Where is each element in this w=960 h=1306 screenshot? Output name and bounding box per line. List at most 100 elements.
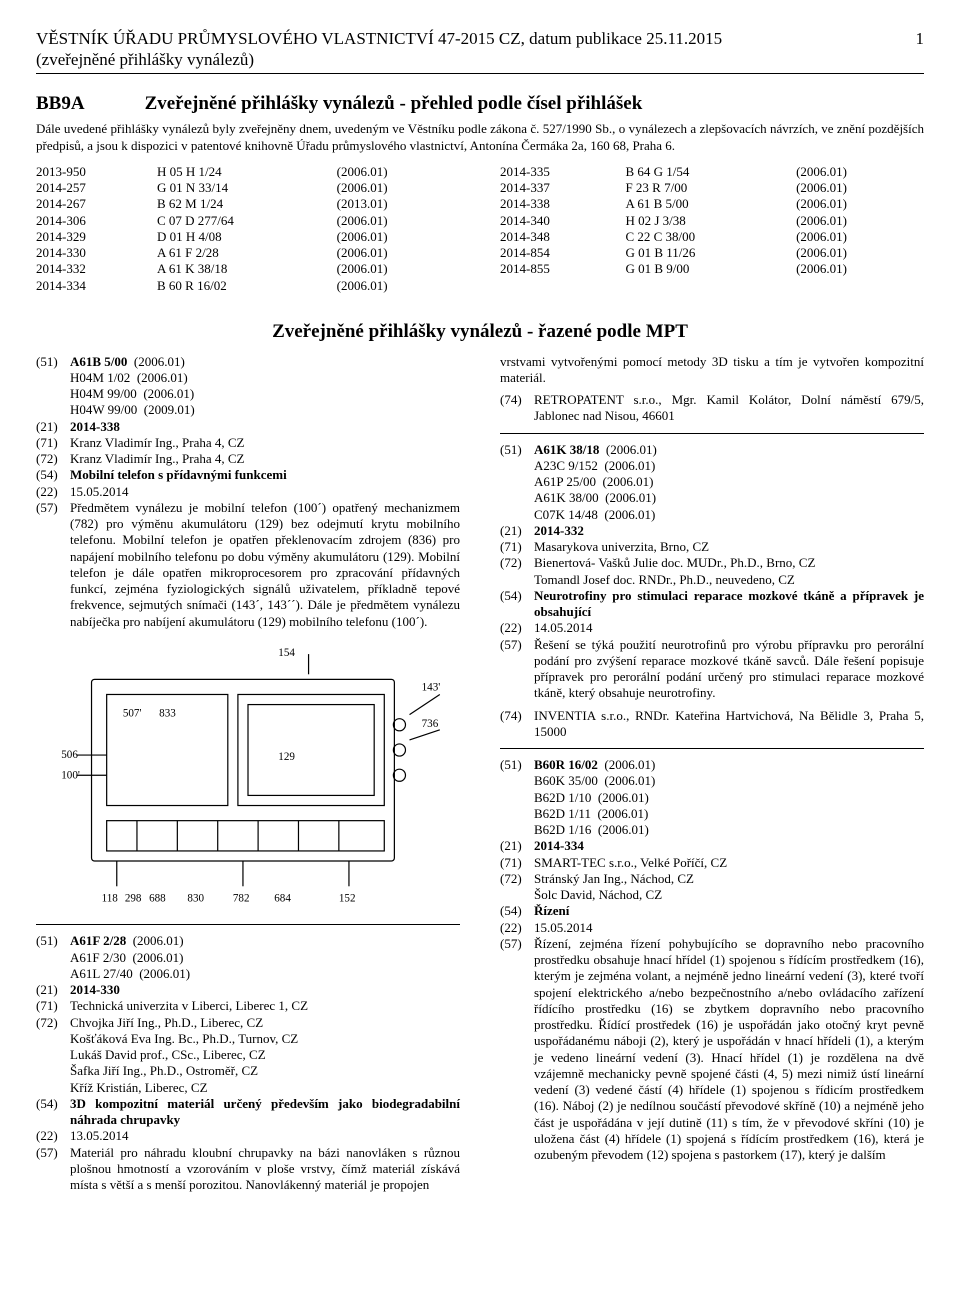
table-row: 2014-329D 01 H 4/08(2006.01) <box>36 229 460 245</box>
tag-51: (51) <box>500 757 534 838</box>
tag-57: (57) <box>500 637 534 702</box>
page-number: 1 <box>916 28 925 49</box>
v74: RETROPATENT s.r.o., Mgr. Kamil Kolátor, … <box>534 392 924 425</box>
svg-text:736: 736 <box>422 718 439 730</box>
code-lists: 2013-950H 05 H 1/24(2006.01)2014-257G 01… <box>36 164 924 294</box>
table-row: 2014-306C 07 D 277/64(2006.01) <box>36 213 460 229</box>
tag-54: (54) <box>500 588 534 621</box>
tag-74: (74) <box>500 392 534 425</box>
tag-72: (72) <box>36 1015 70 1096</box>
svg-text:830: 830 <box>187 892 204 904</box>
tag-54: (54) <box>36 1096 70 1129</box>
v71: Masarykova univerzita, Brno, CZ <box>534 539 924 555</box>
table-row: 2014-854G 01 B 11/26(2006.01) <box>500 245 924 261</box>
tag-71: (71) <box>500 539 534 555</box>
table-row: 2013-950H 05 H 1/24(2006.01) <box>36 164 460 180</box>
svg-text:506: 506 <box>61 749 78 761</box>
tag-72: (72) <box>36 451 70 467</box>
svg-text:782: 782 <box>233 892 250 904</box>
v57: Řešení se týká použití neurotrofinů pro … <box>534 637 924 702</box>
v54: Řízení <box>534 903 924 919</box>
v74: INVENTIA s.r.o., RNDr. Kateřina Hartvich… <box>534 708 924 741</box>
v54: 3D kompozitní materiál určený především … <box>70 1096 460 1129</box>
tag-51: (51) <box>36 933 70 982</box>
tag-22: (22) <box>500 620 534 636</box>
v72: Bienertová- Vašků Julie doc. MUDr., Ph.D… <box>534 555 924 588</box>
v71: Technická univerzita v Liberci, Liberec … <box>70 998 460 1014</box>
v71: Kranz Vladimír Ing., Praha 4, CZ <box>70 435 460 451</box>
table-row: 2014-332A 61 K 38/18(2006.01) <box>36 261 460 277</box>
v21: 2014-334 <box>534 838 924 854</box>
tag-57: (57) <box>36 500 70 630</box>
tag-54: (54) <box>36 467 70 483</box>
table-row: 2014-340H 02 J 3/38(2006.01) <box>500 213 924 229</box>
right-column: vrstvami vytvořenými pomocí metody 3D ti… <box>500 354 924 1194</box>
v21: 2014-330 <box>70 982 460 998</box>
section-title: Zveřejněné přihlášky vynálezů - řazené p… <box>36 320 924 344</box>
bb9a-row: BB9A Zveřejněné přihlášky vynálezů - pře… <box>36 92 924 116</box>
tag-21: (21) <box>36 982 70 998</box>
v72: Kranz Vladimír Ing., Praha 4, CZ <box>70 451 460 467</box>
v54: Mobilní telefon s přídavnými funkcemi <box>70 467 460 483</box>
svg-text:100': 100' <box>61 769 80 781</box>
v54: Neurotrofiny pro stimulaci reparace mozk… <box>534 588 924 621</box>
left-column: (51) A61B 5/00 (2006.01)H04M 1/02 (2006.… <box>36 354 460 1194</box>
v21: 2014-332 <box>534 523 924 539</box>
tag-54: (54) <box>500 903 534 919</box>
tag-71: (71) <box>36 998 70 1014</box>
v22: 15.05.2014 <box>534 920 924 936</box>
tag-72: (72) <box>500 871 534 904</box>
tag-22: (22) <box>500 920 534 936</box>
table-row: 2014-267B 62 M 1/24(2013.01) <box>36 196 460 212</box>
table-row: 2014-335B 64 G 1/54(2006.01) <box>500 164 924 180</box>
header-subtitle: (zveřejněné přihlášky vynálezů) <box>36 49 722 70</box>
bb9a-code: BB9A <box>36 92 85 116</box>
v72: Stránský Jan Ing., Náchod, CZŠolc David,… <box>534 871 924 904</box>
svg-text:143': 143' <box>422 681 441 693</box>
v21: 2014-338 <box>70 419 460 435</box>
page-header: VĚSTNÍK ÚŘADU PRŮMYSLOVÉHO VLASTNICTVÍ 4… <box>36 28 924 71</box>
tag-51: (51) <box>500 442 534 523</box>
svg-text:684: 684 <box>274 892 291 904</box>
svg-text:118: 118 <box>102 892 119 904</box>
table-row: 2014-330A 61 F 2/28(2006.01) <box>36 245 460 261</box>
v72: Chvojka Jiří Ing., Ph.D., Liberec, CZKoš… <box>70 1015 460 1096</box>
tag-72: (72) <box>500 555 534 588</box>
entry-separator <box>500 433 924 434</box>
svg-text:833: 833 <box>159 707 176 719</box>
codes-left: 2013-950H 05 H 1/24(2006.01)2014-257G 01… <box>36 164 460 294</box>
tag-71: (71) <box>36 435 70 451</box>
svg-text:507': 507' <box>123 707 142 719</box>
entry-line: (51) A61B 5/00 (2006.01)H04M 1/02 (2006.… <box>36 354 460 419</box>
svg-text:688: 688 <box>149 892 166 904</box>
entry-separator <box>36 924 460 925</box>
table-row: 2014-338A 61 B 5/00(2006.01) <box>500 196 924 212</box>
continuation: vrstvami vytvořenými pomocí metody 3D ti… <box>500 354 924 387</box>
svg-text:154: 154 <box>278 647 295 659</box>
tag-71: (71) <box>500 855 534 871</box>
v71: SMART-TEC s.r.o., Velké Poříčí, CZ <box>534 855 924 871</box>
codes-right: 2014-335B 64 G 1/54(2006.01)2014-337F 23… <box>500 164 924 278</box>
entry-separator <box>500 748 924 749</box>
tag-21: (21) <box>500 838 534 854</box>
v57: Předmětem vynálezu je mobilní telefon (1… <box>70 500 460 630</box>
tag-22: (22) <box>36 1128 70 1144</box>
table-row: 2014-257G 01 N 33/14(2006.01) <box>36 180 460 196</box>
entries: (51) A61B 5/00 (2006.01)H04M 1/02 (2006.… <box>36 354 924 1194</box>
header-rule <box>36 73 924 74</box>
table-row: 2014-348C 22 C 38/00(2006.01) <box>500 229 924 245</box>
tag-22: (22) <box>36 484 70 500</box>
patent-figure: 506 100' 154 143' 736 507' 833 129 298 1… <box>36 644 460 911</box>
v57: Řízení, zejména řízení pohybujícího se d… <box>534 936 924 1164</box>
svg-text:152: 152 <box>339 892 356 904</box>
tag-51: (51) <box>36 354 70 419</box>
svg-text:298: 298 <box>125 892 142 904</box>
svg-text:129: 129 <box>278 751 295 763</box>
v57: Materiál pro náhradu kloubní chrupavky n… <box>70 1145 460 1194</box>
table-row: 2014-337F 23 R 7/00(2006.01) <box>500 180 924 196</box>
tag-74: (74) <box>500 708 534 741</box>
v22: 14.05.2014 <box>534 620 924 636</box>
tag-57: (57) <box>36 1145 70 1194</box>
bb9a-title: Zveřejněné přihlášky vynálezů - přehled … <box>145 92 643 116</box>
table-row: 2014-855G 01 B 9/00(2006.01) <box>500 261 924 277</box>
